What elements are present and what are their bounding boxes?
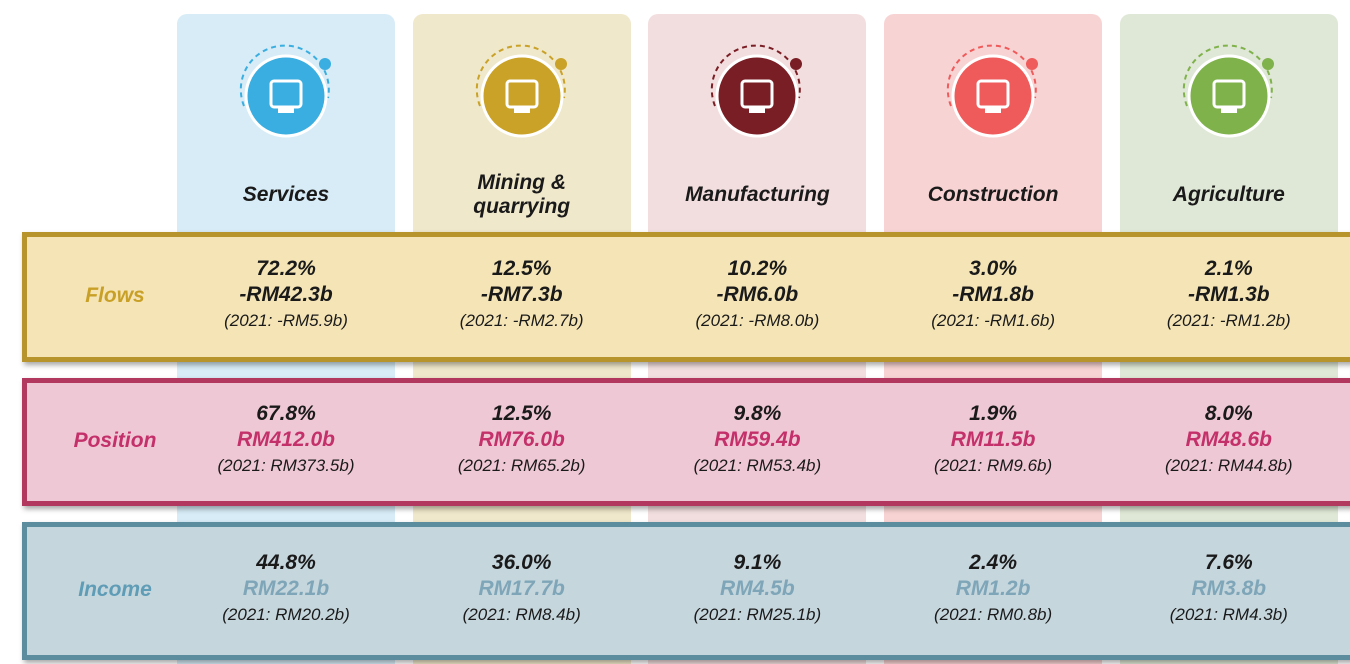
- row-box: [22, 232, 1350, 362]
- previous-text: (2021: RM25.1b): [693, 605, 822, 624]
- previous-text: (2021: RM65.2b): [457, 456, 586, 475]
- row-label: Flows: [85, 284, 145, 307]
- value-cell: 12.5% -RM7.3b (2021: -RM2.7b): [413, 256, 631, 334]
- value-cell: 36.0% RM17.7b (2021: RM8.4b): [413, 550, 631, 628]
- share-text: 67.8%: [256, 402, 316, 425]
- previous-text: (2021: -RM1.6b): [931, 311, 1055, 330]
- previous-text: (2021: RM53.4b): [693, 456, 822, 475]
- amount-text: RM48.6b: [1185, 428, 1272, 451]
- column-name: Manufacturing: [685, 183, 830, 206]
- value-cell: 10.2% -RM6.0b (2021: -RM8.0b): [648, 256, 866, 334]
- share-text: 12.5%: [491, 402, 552, 425]
- value-cell: 72.2% -RM42.3b (2021: -RM5.9b): [177, 256, 395, 334]
- share-text: 2.1%: [1204, 257, 1253, 280]
- value-cell: 3.0% -RM1.8b (2021: -RM1.6b): [884, 256, 1102, 334]
- column-name: Mining & quarrying: [473, 171, 571, 218]
- amount-text: RM4.5b: [720, 577, 795, 600]
- value-cell: 1.9% RM11.5b (2021: RM9.6b): [884, 401, 1102, 479]
- value-cell: 2.1% -RM1.3b (2021: -RM1.2b): [1120, 256, 1338, 334]
- share-text: 2.4%: [969, 551, 1018, 574]
- amount-text: RM59.4b: [714, 428, 801, 451]
- value-cell: 9.1% RM4.5b (2021: RM25.1b): [648, 550, 866, 628]
- previous-text: (2021: RM20.2b): [222, 605, 350, 624]
- share-text: 3.0%: [969, 257, 1018, 280]
- sector-icon: [1182, 44, 1274, 138]
- previous-text: (2021: RM0.8b): [934, 605, 1053, 624]
- row-box: [22, 378, 1350, 506]
- amount-text: -RM7.3b: [480, 283, 563, 306]
- amount-text: -RM6.0b: [716, 283, 799, 306]
- amount-text: RM1.2b: [955, 577, 1031, 600]
- share-text: 1.9%: [969, 402, 1018, 425]
- value-cell: 44.8% RM22.1b (2021: RM20.2b): [177, 550, 395, 628]
- previous-text: (2021: RM4.3b): [1169, 605, 1288, 624]
- sector-icon: [946, 44, 1039, 138]
- amount-text: RM17.7b: [478, 577, 565, 600]
- previous-text: (2021: -RM1.2b): [1166, 311, 1291, 330]
- previous-text: (2021: -RM2.7b): [459, 311, 584, 330]
- share-text: 72.2%: [256, 257, 316, 280]
- previous-text: (2021: -RM8.0b): [695, 311, 820, 330]
- share-text: 12.5%: [491, 257, 552, 280]
- column-name: Services: [242, 183, 330, 206]
- previous-text: (2021: -RM5.9b): [224, 311, 348, 330]
- value-cell: 2.4% RM1.2b (2021: RM0.8b): [884, 550, 1102, 628]
- amount-text: -RM1.3b: [1187, 283, 1270, 306]
- amount-text: RM3.8b: [1191, 577, 1267, 600]
- share-text: 36.0%: [491, 551, 552, 574]
- amount-text: RM76.0b: [478, 428, 565, 451]
- row-label: Position: [73, 429, 157, 452]
- previous-text: (2021: RM8.4b): [462, 605, 581, 624]
- sector-icon: [711, 44, 803, 138]
- row-label: Income: [78, 578, 152, 601]
- previous-text: (2021: RM9.6b): [934, 456, 1053, 475]
- amount-text: -RM42.3b: [239, 283, 333, 306]
- amount-text: RM22.1b: [242, 577, 330, 600]
- amount-text: -RM1.8b: [952, 283, 1034, 306]
- amount-text: RM412.0b: [236, 428, 336, 451]
- value-cell: 8.0% RM48.6b (2021: RM44.8b): [1120, 401, 1338, 479]
- column-name: Agriculture: [1172, 183, 1285, 206]
- value-cell: 9.8% RM59.4b (2021: RM53.4b): [648, 401, 866, 479]
- sector-icon: [239, 44, 331, 138]
- share-text: 8.0%: [1204, 402, 1253, 425]
- column-name: Construction: [927, 183, 1059, 206]
- share-text: 10.2%: [727, 257, 788, 280]
- share-text: 9.8%: [733, 402, 782, 425]
- share-text: 9.1%: [733, 551, 782, 574]
- value-cell: 12.5% RM76.0b (2021: RM65.2b): [413, 401, 631, 479]
- share-text: 7.6%: [1204, 551, 1253, 574]
- share-text: 44.8%: [256, 551, 316, 574]
- amount-text: RM11.5b: [950, 428, 1036, 451]
- value-cell: 67.8% RM412.0b (2021: RM373.5b): [177, 401, 395, 479]
- sector-icon: [475, 44, 567, 138]
- previous-text: (2021: RM373.5b): [217, 456, 355, 475]
- row-box: [22, 522, 1350, 660]
- value-cell: 7.6% RM3.8b (2021: RM4.3b): [1120, 550, 1338, 628]
- previous-text: (2021: RM44.8b): [1165, 456, 1293, 475]
